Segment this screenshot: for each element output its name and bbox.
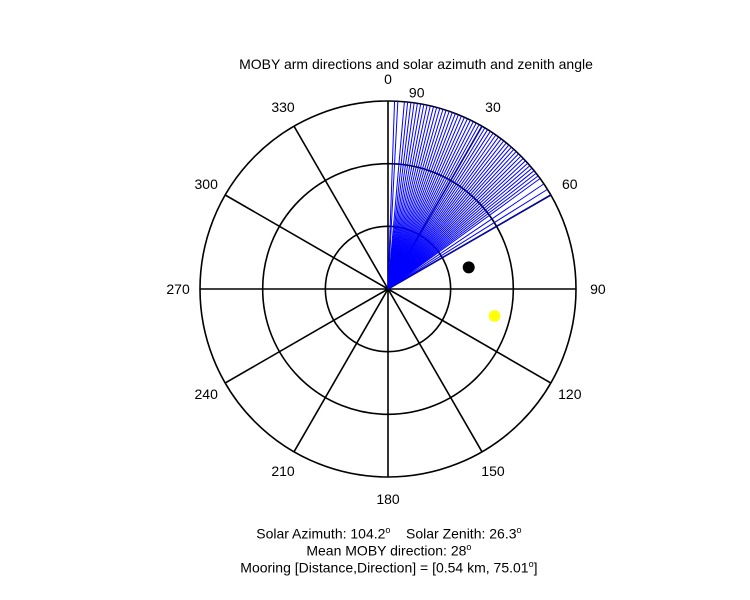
angle-tick-label: 300 [195, 176, 219, 192]
angle-tick-label: 270 [166, 281, 190, 297]
moby-arm-line [387, 136, 499, 290]
moby-arm-line [387, 158, 524, 290]
grid-spoke [387, 288, 483, 453]
moby-arm-line [387, 118, 468, 290]
moby-arm-line [387, 124, 480, 290]
moby-arm-line [387, 183, 545, 290]
moby-arm-line [387, 142, 507, 290]
moby-arm-line [387, 162, 529, 290]
moby-arm-line [387, 119, 471, 290]
angle-tick-label: 210 [271, 463, 295, 479]
moby-arm-line [387, 101, 399, 290]
grid-spoke [293, 125, 389, 290]
moby-arm-line [387, 111, 450, 290]
grid-spoke [293, 288, 389, 453]
mooring-text: Mooring [Distance,Direction] = [0.54 km,… [240, 559, 529, 576]
moby-arm-line [387, 101, 409, 290]
angle-tick-label: 30 [485, 99, 501, 115]
moby-arm-line [387, 122, 477, 290]
solar-azimuth-text: Solar Azimuth: 104.2 [256, 525, 386, 542]
angle-tick-label: 240 [195, 386, 219, 402]
angle-tick-label: 120 [558, 386, 582, 402]
angle-tick-label: 330 [271, 99, 295, 115]
moby-arm-line [387, 125, 483, 290]
moby-arm-line [387, 112, 453, 290]
moby-arm-line [387, 140, 505, 290]
angle-tick-label: 90 [590, 281, 606, 297]
sun-position-marker [488, 309, 501, 322]
moby-arm-line [387, 146, 512, 290]
moby-arm-line [387, 105, 431, 290]
radial-tick-label: 90 [409, 84, 425, 100]
moby-arm-line [387, 110, 447, 290]
moby-arm-line [387, 103, 418, 290]
moby-arm-directions [387, 101, 552, 290]
mean-direction-caption: Mean MOBY direction: 28o [0, 526, 750, 559]
moby-arm-line [387, 144, 510, 290]
radial-tick-labels: 90 [409, 84, 425, 100]
moby-arm-line [387, 194, 552, 290]
moby-arm-line [387, 175, 539, 290]
moby-arm-line [387, 102, 415, 290]
moby-arm-line [387, 114, 459, 290]
moby-arm-line [387, 108, 441, 290]
degree-symbol: o [516, 525, 522, 535]
moby-arm-line [387, 132, 494, 290]
moby-arm-line [387, 160, 526, 290]
moby-arm-line [387, 113, 456, 290]
markers [462, 261, 501, 322]
moby-arm-line [387, 148, 515, 290]
moby-arm-line [387, 103, 422, 290]
degree-symbol: o [385, 525, 391, 535]
moby-arm-line [387, 138, 502, 290]
moby-arm-line [387, 172, 537, 290]
solar-zenith-text: Solar Zenith: 26.3 [406, 525, 517, 542]
moby-arm-line [387, 107, 438, 290]
moby-arm-line [387, 102, 412, 290]
moby-arm-line [387, 170, 535, 290]
angle-tick-label: 180 [376, 491, 400, 507]
grid-spoke [387, 288, 552, 384]
angle-tick-label: 150 [481, 463, 505, 479]
degree-symbol: o [528, 559, 534, 569]
solar-angles-caption: Solar Azimuth: 104.2o Solar Zenith: 26.3… [0, 509, 750, 542]
mooring-marker [462, 261, 475, 274]
moby-arm-line [387, 101, 405, 290]
moby-arm-line [387, 151, 517, 290]
polar-spokes [200, 101, 576, 477]
moby-arm-line [387, 117, 465, 290]
grid-spoke [224, 194, 389, 290]
grid-spoke [224, 288, 389, 384]
mooring-bracket: ] [533, 559, 538, 576]
moby-arm-line [387, 167, 533, 290]
moby-arm-line [387, 129, 489, 290]
mean-moby-direction-text: Mean MOBY direction: 28 [306, 542, 467, 559]
moby-arm-line [387, 105, 428, 290]
angle-tick-labels: 0 30 60 90 120 150 180 210 240 270 300 330 [166, 71, 606, 507]
moby-arm-line [387, 121, 474, 290]
moby-arm-line [387, 188, 548, 290]
moby-arm-line [387, 104, 425, 290]
chart-title: MOBY arm directions and solar azimuth an… [239, 56, 593, 72]
moby-arm-line [387, 127, 486, 290]
moby-arm-line [387, 178, 541, 290]
moby-arm-line [387, 155, 522, 290]
angle-tick-label: 60 [562, 176, 578, 192]
degree-symbol: o [466, 542, 472, 552]
moby-arm-line [387, 101, 396, 290]
angle-tick-label: 0 [384, 71, 392, 87]
mooring-caption: Mooring [Distance,Direction] = [0.54 km,… [0, 543, 750, 576]
moby-arm-line [387, 134, 497, 290]
moby-arm-line [387, 131, 491, 290]
moby-arm-line [387, 153, 519, 290]
moby-arm-line [387, 106, 434, 290]
moby-arm-line [387, 115, 462, 290]
moby-arm-line [387, 109, 444, 290]
moby-arm-line [387, 165, 531, 290]
